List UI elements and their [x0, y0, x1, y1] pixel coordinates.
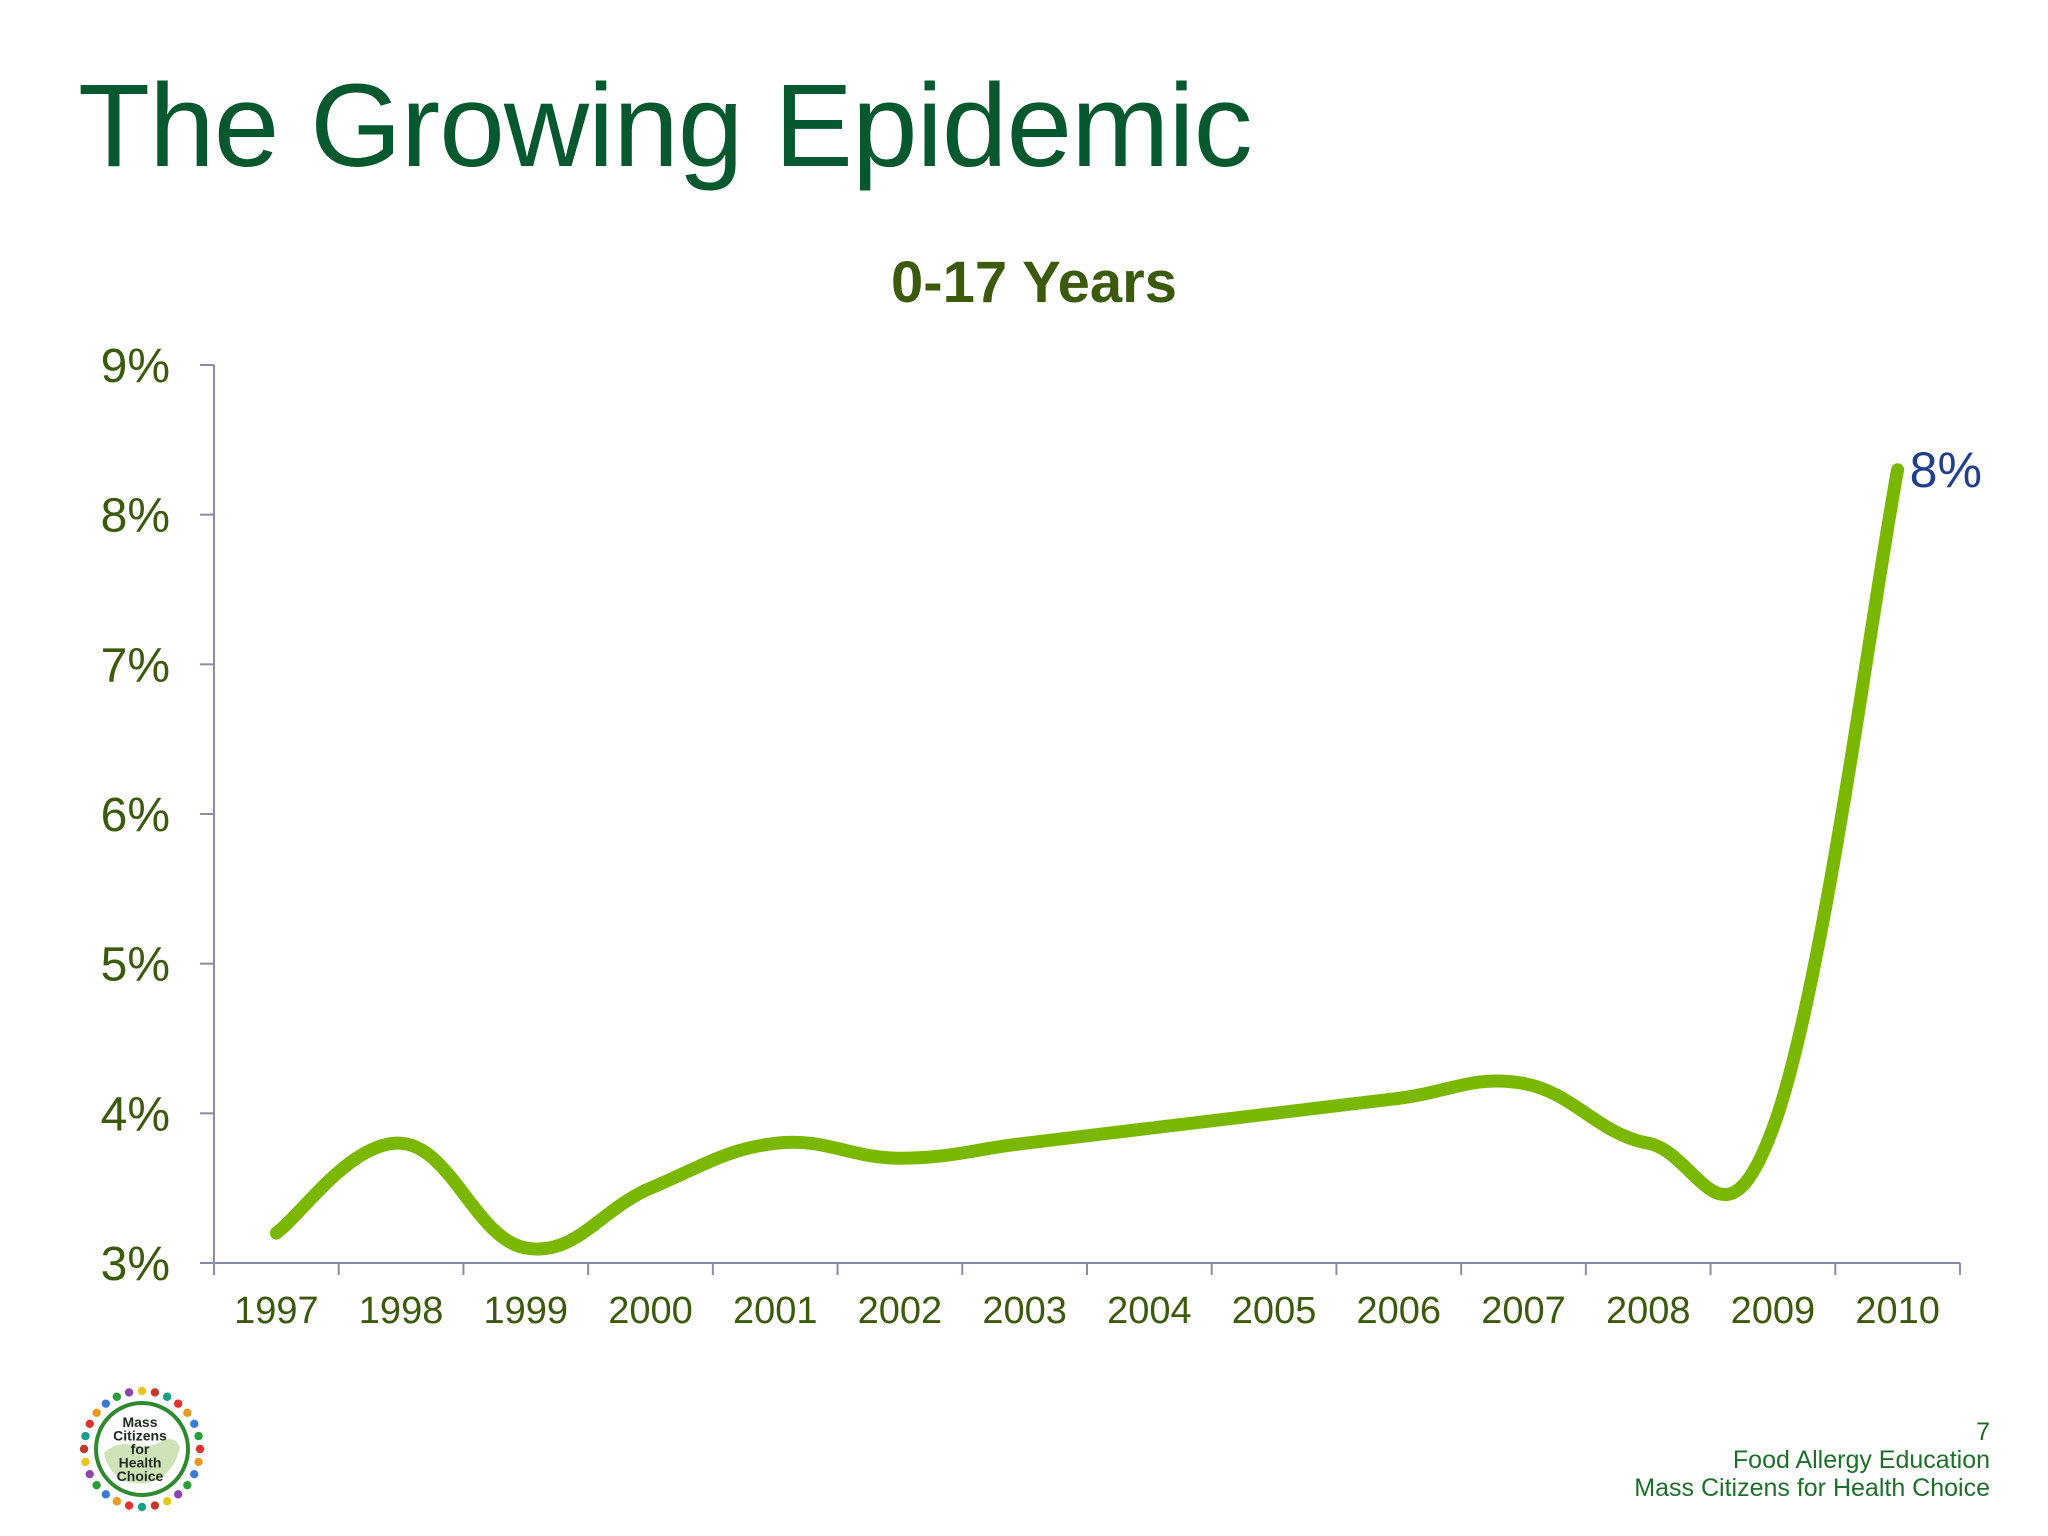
x-tick-label: 2007 [1481, 1290, 1566, 1332]
logo-text-line: for [131, 1441, 150, 1457]
chart-title: 0-17 Years [891, 250, 1177, 315]
y-tick-label: 9% [101, 340, 170, 393]
data-point [399, 1141, 404, 1146]
y-tick-label: 8% [101, 490, 170, 543]
logo-text-line: Choice [117, 1468, 164, 1484]
logo-figure [190, 1419, 199, 1429]
logo-figure [173, 1490, 183, 1499]
chart-series [269, 463, 1905, 1256]
data-point [1147, 1126, 1152, 1131]
data-point [1521, 1081, 1526, 1086]
logo-text-line: Health [119, 1455, 162, 1471]
logo-text-line: Mass [122, 1414, 157, 1430]
x-tick-label: 2004 [1107, 1290, 1192, 1332]
footer-line-2: Mass Citizens for Health Choice [1634, 1474, 1990, 1502]
x-tick-label: 2009 [1731, 1290, 1816, 1332]
data-point [648, 1186, 653, 1191]
y-tick-label: 4% [101, 1088, 170, 1141]
logo-figure [194, 1431, 203, 1441]
x-axis-ticks: 1997 1998 1999 2000 2001 2002 2003 2004 2005 2006… [213, 1263, 1961, 1332]
data-point [773, 1141, 778, 1146]
x-tick-label: 2010 [1855, 1290, 1940, 1332]
logo-figure [195, 1444, 205, 1454]
logo-figure [101, 1399, 111, 1408]
y-tick-label: 3% [101, 1238, 170, 1291]
logo-figure [162, 1497, 172, 1506]
logo-figure [194, 1457, 203, 1467]
logo-figure [173, 1399, 183, 1408]
page-number: 7 [1976, 1418, 1990, 1446]
x-tick-label: 2008 [1606, 1290, 1691, 1332]
y-tick-label: 7% [101, 639, 170, 692]
data-point [1272, 1111, 1277, 1116]
logo-figure [124, 1501, 134, 1510]
x-tick-label: 2000 [608, 1290, 693, 1332]
data-point [1895, 467, 1900, 472]
logo-figure [85, 1469, 94, 1479]
x-tick-label: 1997 [234, 1290, 319, 1332]
data-point [1396, 1096, 1401, 1101]
logo-figure [79, 1444, 89, 1454]
data-labels: 8% [1910, 442, 1982, 498]
logo-figure [101, 1490, 111, 1499]
logo-figure [92, 1408, 101, 1418]
data-point [897, 1156, 902, 1161]
footer-line-1: Food Allergy Education [1732, 1446, 1990, 1474]
x-tick-label: 2005 [1232, 1290, 1317, 1332]
y-tick-label: 6% [101, 789, 170, 842]
logo-figure [137, 1502, 147, 1512]
data-point [1646, 1141, 1651, 1146]
slide-footer: 7 Food Allergy Education Mass Citizens f… [1634, 1418, 1990, 1502]
x-tick-label: 2006 [1357, 1290, 1442, 1332]
logo-figures-ring [79, 1386, 205, 1512]
y-axis-ticks: 3% 4% 5% 6% 7% 8% 9% [101, 340, 214, 1291]
data-point [1022, 1141, 1027, 1146]
logo-text-line: Citizens [113, 1428, 167, 1444]
logo-figure [124, 1388, 134, 1397]
logo-figure [137, 1386, 147, 1396]
x-tick-label: 1998 [359, 1290, 444, 1332]
logo-figure [92, 1480, 101, 1490]
logo-figure [183, 1408, 192, 1418]
series-line [269, 463, 1905, 1256]
data-label: 8% [1910, 442, 1982, 498]
logo-figure [81, 1431, 90, 1441]
logo-figure [183, 1480, 192, 1490]
data-point [523, 1246, 528, 1251]
slide-title: The Growing Epidemic [78, 60, 1253, 192]
chart-axes [213, 365, 1960, 1264]
mass-citizens-logo: Mass Citizens for Health Choice [76, 1383, 208, 1515]
logo-figure [150, 1501, 160, 1510]
logo-figure [81, 1457, 90, 1467]
y-tick-label: 5% [101, 939, 170, 992]
logo-figure [112, 1497, 122, 1506]
logo-figure [162, 1392, 172, 1401]
x-tick-label: 2001 [733, 1290, 818, 1332]
data-point [1770, 1126, 1775, 1131]
logo-figure [150, 1388, 160, 1397]
logo-figure [85, 1419, 94, 1429]
x-tick-label: 2003 [982, 1290, 1067, 1332]
x-tick-label: 2002 [858, 1290, 943, 1332]
x-tick-label: 1999 [484, 1290, 569, 1332]
logo-figure [190, 1469, 199, 1479]
logo-figure [112, 1392, 122, 1401]
data-point [274, 1231, 279, 1236]
